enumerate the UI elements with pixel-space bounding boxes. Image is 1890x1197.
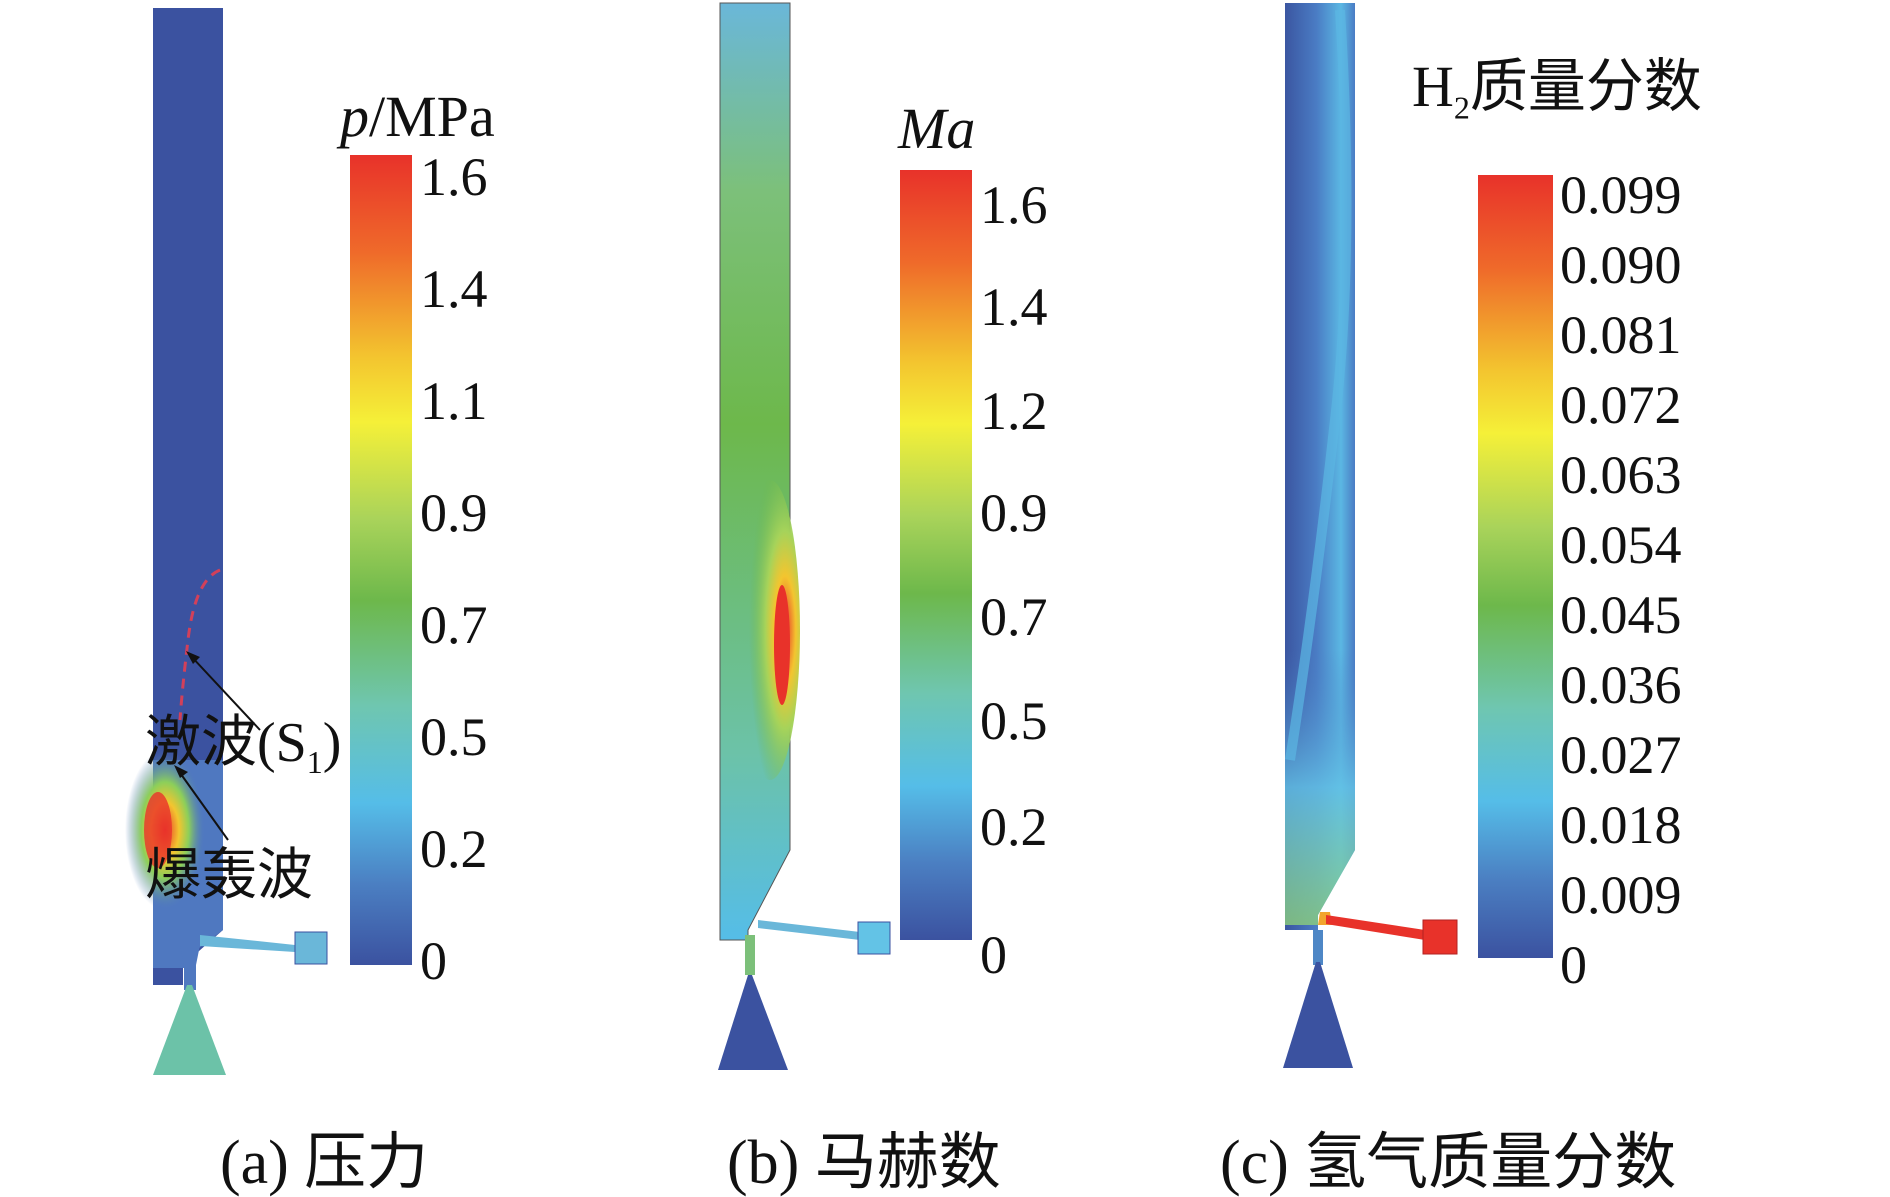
colorbar-title: Ma: [898, 96, 976, 161]
colorbar-title-unit: /MPa: [369, 84, 495, 149]
panel-pressure: p/MPa 1.6 1.4 1.1 0.9 0.7 0.5 0.2 0 激波(S…: [0, 0, 630, 1197]
mach-contour: [718, 2, 972, 1070]
colorbar-tick: 0.7: [420, 595, 488, 655]
side-pipe-box: [294, 931, 328, 965]
panel-mach: Ma 1.6 1.4 1.2 0.9 0.7 0.5 0.2 0 (b) 马赫数: [630, 0, 1260, 1197]
colorbar-tick: 0.5: [980, 691, 1048, 751]
colorbar-tick: 0: [420, 931, 447, 991]
shock-label-close: ): [322, 712, 342, 774]
shock-label-text: 激波(S: [145, 712, 307, 774]
tube-body: [720, 3, 790, 940]
colorbar-pressure: [350, 155, 412, 965]
panel-h2-fraction: H2质量分数 0.099 0.090 0.081 0.072 0.063 0.0…: [1220, 0, 1890, 1196]
side-pipe-box: [1422, 919, 1458, 955]
side-pipe-box: [857, 921, 891, 955]
nozzle-throat: [1313, 930, 1323, 965]
colorbar-tick: 0.081: [1560, 305, 1682, 365]
colorbar-tick: 0.063: [1560, 445, 1682, 505]
shock-label-sub: 1: [306, 744, 323, 781]
colorbar-tick: 1.1: [420, 371, 488, 431]
colorbar-tick: 0.036: [1560, 655, 1682, 715]
tube-lower-mix: [1285, 650, 1355, 925]
colorbar-title: p/MPa: [340, 88, 495, 146]
colorbar-title: H2质量分数: [1412, 58, 1702, 137]
colorbar-tick: 1.4: [420, 259, 488, 319]
detonation-core: [144, 792, 172, 868]
colorbar-title-subscript: 2: [1453, 89, 1470, 126]
nozzle-diverging: [153, 985, 226, 1075]
detonation-arrow-head: [174, 765, 188, 778]
colorbar-tick: 0: [980, 925, 1007, 985]
colorbar-tick: 0.045: [1560, 585, 1682, 645]
colorbar-tick: 0.5: [420, 707, 488, 767]
colorbar-title-quantity: 质量分数: [1469, 54, 1702, 119]
pressure-contour: [125, 8, 412, 1075]
colorbar-title-species: H: [1412, 54, 1454, 119]
colorbar-mach: [900, 170, 972, 940]
side-pipe: [200, 935, 295, 952]
nozzle-throat: [745, 935, 755, 975]
colorbar-tick: 1.4: [980, 277, 1048, 337]
shock-arrow-head: [186, 651, 200, 664]
colorbar-tick: 0.054: [1560, 515, 1682, 575]
side-pipe: [1326, 915, 1425, 940]
shock-label: 激波(S1): [145, 715, 341, 790]
detonation-arrow: [177, 769, 229, 841]
colorbar-tick: 0.018: [1560, 795, 1682, 855]
colorbar-tick: 0.2: [980, 797, 1048, 857]
detonation-label: 爆轰波: [145, 845, 313, 907]
colorbar-title-symbol: p: [340, 84, 369, 149]
h2-streak: [1285, 9, 1352, 761]
colorbar-tick: 0.099: [1560, 165, 1682, 225]
colorbar-tick: 0.009: [1560, 865, 1682, 925]
colorbar-tick: 0.027: [1560, 725, 1682, 785]
colorbar-h2: [1478, 175, 1553, 958]
nozzle-diverging: [1283, 962, 1353, 1068]
h2-contour: [1283, 3, 1553, 1068]
caption-b: (b) 马赫数: [727, 1129, 1001, 1197]
nozzle-throat: [180, 945, 200, 990]
colorbar-tick: 0.090: [1560, 235, 1682, 295]
caption-c: (c) 氢气质量分数: [1220, 1129, 1677, 1197]
colorbar-tick: 1.6: [980, 175, 1048, 235]
colorbar-tick: 0.9: [420, 483, 488, 543]
mach-core: [774, 585, 790, 705]
colorbar-tick: 0.9: [980, 483, 1048, 543]
tube-body: [153, 8, 223, 985]
colorbar-tick: 1.2: [980, 381, 1048, 441]
side-pipe: [758, 920, 860, 940]
colorbar-tick: 0.7: [980, 587, 1048, 647]
shock-wave-curve: [178, 568, 221, 721]
colorbar-tick: 0: [1560, 935, 1587, 995]
colorbar-tick: 0.072: [1560, 375, 1682, 435]
shock-arrow: [189, 654, 261, 731]
caption-a: (a) 压力: [220, 1129, 429, 1197]
colorbar-tick: 0.2: [420, 819, 488, 879]
nozzle-diverging: [718, 975, 788, 1070]
mach-hot-zone: [740, 480, 800, 780]
colorbar-tick: 1.6: [420, 147, 488, 207]
